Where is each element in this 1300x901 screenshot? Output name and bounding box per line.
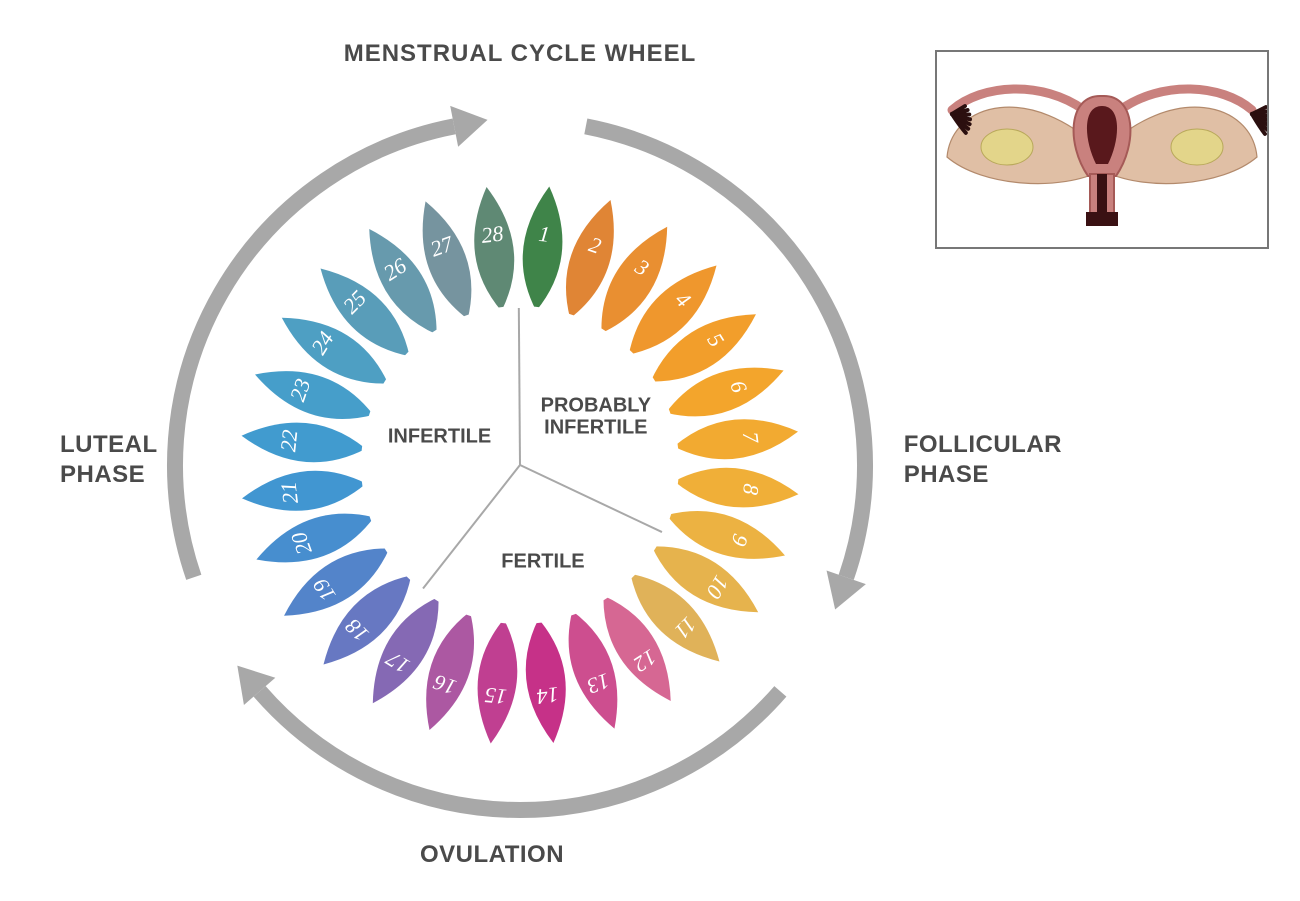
cycle-day-petal xyxy=(523,187,563,311)
cycle-day-petal xyxy=(674,468,798,508)
anatomy-inset xyxy=(935,50,1269,249)
cycle-day-number: 28 xyxy=(480,220,505,247)
fertility-label: PROBABLYINFERTILE xyxy=(541,395,652,439)
cycle-day-number: 14 xyxy=(535,682,560,709)
fertility-label: INFERTILE xyxy=(388,426,491,448)
fertility-label: FERTILE xyxy=(501,551,584,573)
cycle-day-petal xyxy=(474,187,514,311)
cycle-day-number: 21 xyxy=(275,480,302,505)
cycle-day-petal xyxy=(526,619,566,743)
cycle-day-petal xyxy=(242,423,366,463)
phase-label-ovulation: OVULATION xyxy=(420,840,564,870)
diagram-stage: { "type": "infographic", "title": "MENST… xyxy=(0,0,1300,901)
chart-title: MENSTRUAL CYCLE WHEEL xyxy=(0,40,1040,68)
cycle-day-petal xyxy=(674,419,798,459)
cycle-day-number: 22 xyxy=(275,428,302,452)
phase-label-luteal: LUTEALPHASE xyxy=(60,430,158,490)
phase-label-follicular: FOLLICULARPHASE xyxy=(904,430,1062,490)
cycle-day-number: 15 xyxy=(483,683,507,710)
cycle-day-petal xyxy=(478,619,518,743)
anatomy-illustration xyxy=(937,52,1267,247)
cycle-day-petal xyxy=(242,471,366,511)
